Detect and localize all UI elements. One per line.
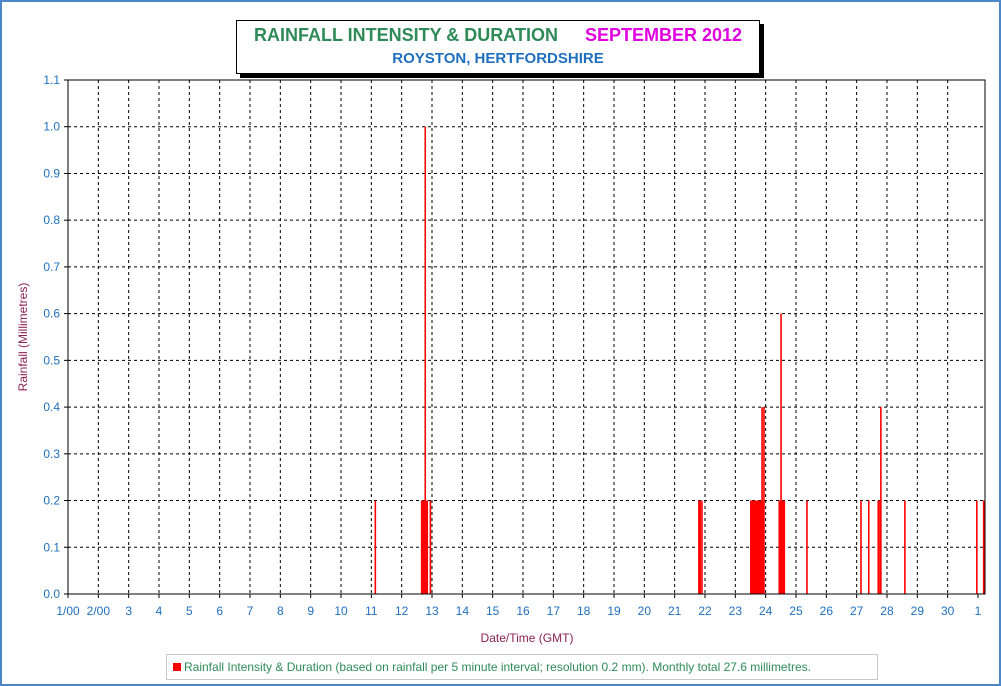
y-tick-label: 0.3 xyxy=(43,447,60,461)
y-tick-label: 0.7 xyxy=(43,260,60,274)
rain-bar xyxy=(763,407,765,594)
x-tick-label: 11 xyxy=(365,604,378,618)
x-tick-label: 5 xyxy=(186,604,193,618)
x-tick-label: 12 xyxy=(395,604,409,618)
rain-bar xyxy=(760,500,762,594)
x-tick-label: 1/00 xyxy=(56,604,80,618)
rain-bar xyxy=(780,500,783,594)
rain-bar xyxy=(429,500,432,594)
y-tick-label: 0.0 xyxy=(43,587,60,601)
rain-bar xyxy=(880,407,882,594)
rain-bar xyxy=(783,500,786,594)
y-tick-label: 0.9 xyxy=(43,166,60,180)
label-layer: 0.0 0.1 0.2 0.3 0.4 0.5 0.6 0.7 0.8 0.9 1.0 1.1 1/00… xyxy=(43,73,981,618)
x-tick-label: 22 xyxy=(698,604,712,618)
rain-bar xyxy=(699,500,701,594)
x-tick-label: 23 xyxy=(729,604,743,618)
x-tick-label: 29 xyxy=(911,604,925,618)
rain-bar xyxy=(420,500,423,594)
rain-bar xyxy=(374,500,377,594)
x-tick-label: 26 xyxy=(820,604,834,618)
axis-layer xyxy=(64,79,986,598)
x-tick-label: 14 xyxy=(456,604,470,618)
rain-bar xyxy=(867,500,870,594)
rain-bar xyxy=(426,500,429,594)
x-tick-label: 20 xyxy=(638,604,652,618)
y-axis-title: Rainfall (Millimetres) xyxy=(16,283,30,392)
rain-bar xyxy=(904,500,906,594)
legend-swatch xyxy=(173,662,181,671)
rain-bar xyxy=(422,500,424,594)
y-tick-label: 0.1 xyxy=(43,540,60,554)
rain-bar xyxy=(780,313,782,594)
x-tick-label: 9 xyxy=(307,604,314,618)
legend: Rainfall Intensity & Duration (based on … xyxy=(166,654,878,680)
rain-bar xyxy=(982,500,985,594)
y-tick-label: 0.4 xyxy=(43,400,60,414)
x-tick-label: 8 xyxy=(277,604,284,618)
y-tick-label: 0.8 xyxy=(43,213,60,227)
chart-title-box: RAINFALL INTENSITY & DURATION SEPTEMBER … xyxy=(236,20,760,74)
x-tick-label: 16 xyxy=(516,604,530,618)
chart-title: RAINFALL INTENSITY & DURATION xyxy=(253,25,558,45)
bar-layer xyxy=(374,126,985,595)
x-tick-label: 7 xyxy=(247,604,254,618)
rain-bar xyxy=(778,500,781,594)
y-tick-label: 0.2 xyxy=(43,494,60,508)
x-tick-label: 24 xyxy=(759,604,773,618)
x-tick-label: 6 xyxy=(216,604,223,618)
x-tick-label: 21 xyxy=(668,604,682,618)
rain-bar xyxy=(425,500,428,594)
x-tick-label: 19 xyxy=(607,604,621,618)
x-tick-label: 13 xyxy=(425,604,439,618)
rain-bar xyxy=(976,500,978,594)
rain-bar xyxy=(424,126,427,595)
x-tick-label: 2/00 xyxy=(87,604,111,618)
chart-title-line: RAINFALL INTENSITY & DURATION SEPTEMBER … xyxy=(237,25,759,46)
x-tick-label: 30 xyxy=(941,604,955,618)
y-tick-label: 0.5 xyxy=(43,353,60,367)
x-tick-label: 27 xyxy=(850,604,864,618)
y-tick-label: 1.0 xyxy=(43,120,60,134)
rain-bar xyxy=(877,500,880,594)
plot-area-border xyxy=(67,79,986,595)
x-tick-label: 10 xyxy=(334,604,348,618)
rain-bar xyxy=(781,500,784,594)
x-tick-label: 28 xyxy=(880,604,894,618)
rain-bar xyxy=(761,500,764,594)
x-tick-label: 17 xyxy=(547,604,561,618)
grid-layer xyxy=(68,79,985,594)
y-tick-label: 0.6 xyxy=(43,307,60,321)
rain-bar xyxy=(879,500,881,594)
chart-month: SEPTEMBER 2012 xyxy=(584,25,743,45)
rain-bar xyxy=(860,500,862,594)
x-axis-title: Date/Time (GMT) xyxy=(481,631,574,645)
x-tick-label: 1 xyxy=(975,604,982,618)
legend-text: Rainfall Intensity & Duration (based on … xyxy=(184,660,811,674)
rainfall-chart: 0.0 0.1 0.2 0.3 0.4 0.5 0.6 0.7 0.8 0.9 1.0 1.1 1/00… xyxy=(16,73,986,645)
rain-bar xyxy=(782,500,785,594)
chart-subtitle: ROYSTON, HERTFORDSHIRE xyxy=(392,50,604,67)
x-tick-label: 15 xyxy=(486,604,500,618)
y-tick-label: 1.1 xyxy=(43,73,60,87)
x-tick-label: 3 xyxy=(125,604,132,618)
rain-bar xyxy=(701,500,703,594)
x-tick-label: 25 xyxy=(789,604,803,618)
rain-bar xyxy=(698,500,700,594)
rain-bar xyxy=(806,500,808,594)
x-tick-label: 18 xyxy=(577,604,591,618)
x-tick-label: 4 xyxy=(156,604,163,618)
